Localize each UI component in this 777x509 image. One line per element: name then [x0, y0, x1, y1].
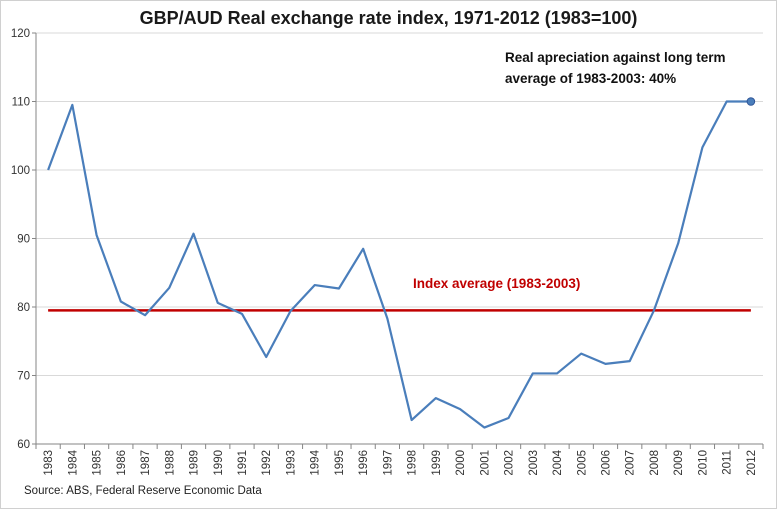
x-tick-label-1984: 1984 [67, 449, 79, 475]
data-point [579, 351, 584, 356]
x-tick-label-1994: 1994 [310, 449, 322, 475]
chart-title: GBP/AUD Real exchange rate index, 1971-2… [139, 8, 638, 28]
last-point-marker [746, 97, 756, 106]
data-point [555, 371, 560, 376]
x-tick-label-2007: 2007 [625, 450, 637, 476]
data-point [94, 233, 99, 238]
data-point [167, 285, 172, 290]
data-point [458, 407, 463, 412]
x-tick-label-2000: 2000 [455, 450, 467, 476]
x-tick-label-2005: 2005 [576, 450, 588, 476]
data-point [312, 283, 317, 288]
data-point [603, 361, 608, 366]
x-tick-label-2003: 2003 [528, 450, 540, 476]
reference-line-label: Index average (1983-2003) [413, 276, 581, 291]
data-point [215, 300, 220, 305]
x-tick-label-1999: 1999 [431, 450, 443, 476]
data-point [676, 241, 681, 246]
x-tick-label-1985: 1985 [92, 450, 104, 476]
data-point [70, 102, 75, 107]
x-tick-label-2010: 2010 [697, 450, 709, 476]
x-tick-label-2001: 2001 [479, 450, 491, 476]
x-tick-label-1996: 1996 [358, 450, 370, 476]
data-point [385, 316, 390, 321]
data-point [191, 231, 196, 236]
data-point [361, 246, 366, 251]
x-tick-label-2006: 2006 [600, 450, 612, 476]
x-tick-label-2012: 2012 [746, 450, 758, 476]
x-tick-label-1990: 1990 [213, 450, 225, 476]
x-tick-label-1988: 1988 [164, 450, 176, 476]
y-tick-label-100: 100 [11, 165, 30, 177]
x-tick-label-1992: 1992 [261, 450, 273, 476]
data-point [433, 396, 438, 401]
series-group [46, 97, 756, 430]
x-tick-label-1986: 1986 [116, 450, 128, 476]
y-axis-ticks: 60 70 80 90 100 110 120 [11, 28, 36, 451]
data-point [46, 168, 51, 173]
data-point [651, 308, 656, 313]
x-tick-label-1997: 1997 [382, 450, 394, 476]
y-tick-label-120: 120 [11, 28, 30, 40]
data-point [724, 99, 729, 104]
source-note: Source: ABS, Federal Reserve Economic Da… [24, 485, 262, 497]
data-point [530, 371, 535, 376]
data-point [239, 311, 244, 316]
y-tick-label-110: 110 [12, 97, 30, 109]
y-tick-label-90: 90 [17, 234, 30, 246]
grid-lines [36, 32, 763, 376]
x-axis-ticks: 1983 1984 1985 1986 1987 1988 1989 1990 1991 1992… [35, 444, 764, 476]
data-point [336, 286, 341, 291]
data-point [288, 309, 293, 314]
x-tick-label-1995: 1995 [334, 450, 346, 476]
x-tick-label-2004: 2004 [552, 449, 564, 475]
x-tick-label-1987: 1987 [140, 450, 152, 476]
series-line-0 [47, 100, 751, 429]
x-tick-label-1983: 1983 [43, 450, 55, 476]
x-tick-label-2008: 2008 [649, 450, 661, 476]
x-tick-label-1993: 1993 [285, 450, 297, 476]
annotation-text: Real apreciation against long term avera… [505, 50, 726, 86]
data-point [700, 145, 705, 150]
data-point [506, 415, 511, 420]
y-tick-label-60: 60 [17, 439, 30, 451]
x-tick-label-2009: 2009 [673, 450, 685, 476]
x-tick-label-1991: 1991 [237, 450, 249, 476]
data-point [409, 418, 414, 423]
y-tick-label-70: 70 [17, 371, 30, 383]
x-tick-label-2002: 2002 [504, 450, 516, 476]
x-tick-label-1989: 1989 [189, 450, 201, 476]
data-point [264, 355, 269, 360]
x-tick-label-1998: 1998 [407, 450, 419, 476]
data-point [118, 299, 123, 304]
data-point [143, 313, 148, 318]
y-tick-label-80: 80 [17, 302, 30, 314]
x-tick-label-2011: 2011 [722, 450, 734, 475]
data-point [482, 425, 487, 430]
data-point [627, 359, 632, 364]
